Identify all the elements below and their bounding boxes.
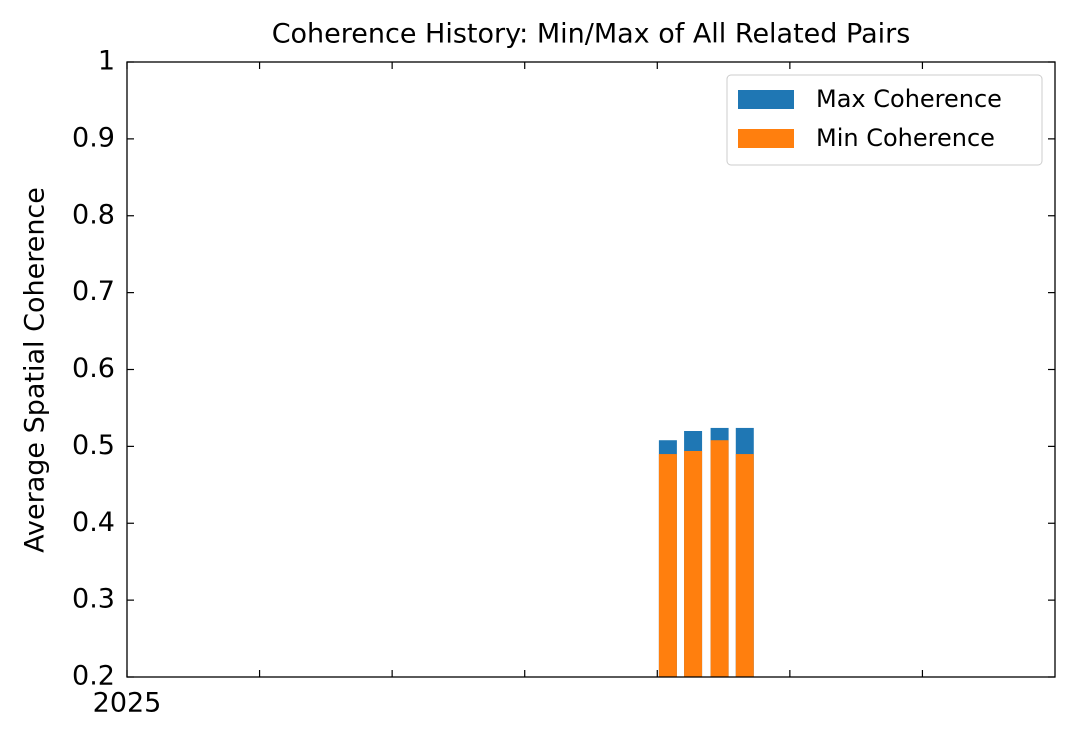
y-tick-label: 1 (98, 46, 115, 77)
plot-frame (126, 61, 1056, 678)
bar (710, 440, 729, 677)
y-tick-label: 0.7 (72, 276, 115, 307)
y-axis-label: Average Spatial Coherence (20, 187, 51, 553)
y-tick-label: 0.6 (72, 353, 115, 384)
legend-swatch (738, 90, 794, 109)
y-tick-label: 0.4 (72, 507, 115, 538)
legend-swatch (738, 129, 794, 148)
y-tick-label: 0.8 (72, 199, 115, 230)
legend-label: Min Coherence (816, 124, 995, 152)
y-tick-label: 0.5 (72, 430, 115, 461)
y-tick-label: 0.2 (72, 661, 115, 692)
bar (684, 450, 703, 677)
bar (735, 454, 754, 677)
y-tick-label: 0.9 (72, 122, 115, 153)
bar (658, 454, 677, 677)
chart-title: Coherence History: Min/Max of All Relate… (272, 19, 911, 50)
x-tick-label: 2025 (93, 688, 162, 719)
legend-label: Max Coherence (816, 85, 1002, 113)
y-tick-label: 0.3 (72, 584, 115, 615)
legend-box (726, 74, 1043, 166)
